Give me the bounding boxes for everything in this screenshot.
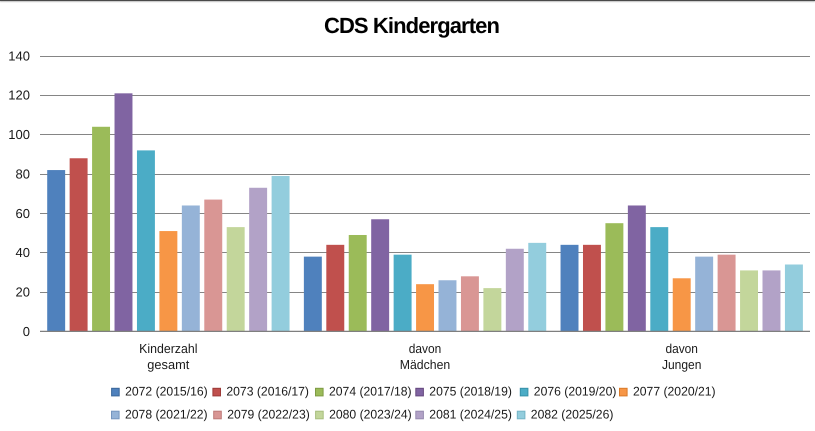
svg-text:2074 (2017/18): 2074 (2017/18) xyxy=(329,384,412,398)
svg-text:davon: davon xyxy=(665,341,698,356)
svg-text:2073 (2016/17): 2073 (2016/17) xyxy=(226,384,309,398)
svg-text:60: 60 xyxy=(16,206,30,221)
svg-text:2076 (2019/20): 2076 (2019/20) xyxy=(534,384,617,398)
svg-text:Kinderzahl: Kinderzahl xyxy=(139,341,197,356)
svg-text:2082 (2025/26): 2082 (2025/26) xyxy=(531,407,614,421)
svg-text:2077 (2020/21): 2077 (2020/21) xyxy=(633,384,716,398)
svg-text:80: 80 xyxy=(16,166,30,181)
svg-text:0: 0 xyxy=(23,324,30,339)
svg-text:40: 40 xyxy=(16,245,30,260)
svg-text:20: 20 xyxy=(16,285,30,300)
svg-text:2075 (2018/19): 2075 (2018/19) xyxy=(429,384,512,398)
svg-text:2072 (2015/16): 2072 (2015/16) xyxy=(125,384,208,398)
svg-text:120: 120 xyxy=(8,88,30,103)
svg-text:2079 (2022/23): 2079 (2022/23) xyxy=(227,407,310,421)
svg-text:140: 140 xyxy=(8,48,30,63)
svg-text:Mädchen: Mädchen xyxy=(400,357,451,372)
svg-text:2081 (2024/25): 2081 (2024/25) xyxy=(429,407,512,421)
svg-text:davon: davon xyxy=(409,341,442,356)
svg-text:gesamt: gesamt xyxy=(147,357,189,372)
svg-text:2078 (2021/22): 2078 (2021/22) xyxy=(125,407,208,421)
svg-text:2080 (2023/24): 2080 (2023/24) xyxy=(329,407,412,421)
svg-text:Jungen: Jungen xyxy=(662,357,702,372)
svg-text:100: 100 xyxy=(8,127,30,142)
